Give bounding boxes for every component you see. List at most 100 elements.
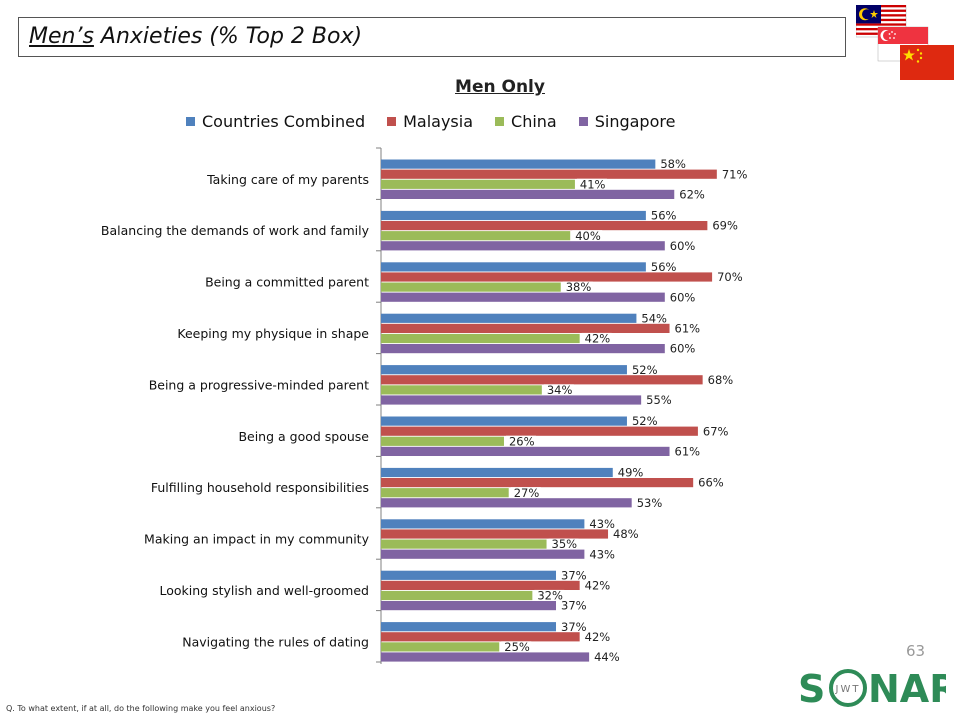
bar-singapore: [381, 446, 670, 456]
bar-singapore: [381, 549, 585, 559]
data-label: 52%: [632, 414, 658, 428]
data-label: 42%: [585, 332, 611, 346]
data-label: 69%: [712, 219, 738, 233]
data-label: 37%: [561, 599, 587, 613]
bar-china: [381, 333, 580, 344]
data-label: 54%: [641, 311, 667, 325]
legend-label-countries-combined: Countries Combined: [202, 111, 366, 131]
legend-item-singapore: Singapore: [578, 112, 675, 131]
data-label: 68%: [708, 373, 734, 387]
logo-text-nar: NAR: [868, 667, 946, 711]
data-label: 70%: [717, 270, 743, 284]
data-label: 61%: [675, 322, 701, 336]
bar-china: [381, 590, 533, 601]
bar-singapore: [381, 395, 642, 405]
data-label-bg: [671, 322, 702, 334]
bar-china: [381, 436, 504, 446]
legend-swatch-countries-combined: [186, 116, 195, 126]
data-label-bg: [718, 168, 749, 180]
bar-china: [381, 179, 575, 189]
data-label-bg: [558, 569, 589, 581]
footnote: Q. To what extent, if at all, do the fol…: [6, 704, 276, 713]
data-label: 44%: [594, 650, 620, 664]
data-label: 71%: [722, 167, 748, 181]
data-label-bg: [510, 487, 541, 499]
data-label-bg: [638, 312, 669, 324]
legend-swatch-singapore: [578, 116, 588, 126]
category-label: Looking stylish and well-groomed: [159, 583, 369, 598]
bar-countries-combined: [381, 159, 656, 169]
data-label-bg: [558, 621, 589, 633]
data-label-bg: [586, 518, 617, 530]
legend-label-china: China: [511, 111, 557, 131]
chart-legend: Countries Combined Malaysia China Singap…: [186, 110, 697, 132]
data-label: 42%: [585, 630, 611, 644]
data-label: 38%: [566, 280, 592, 294]
bar-china: [381, 231, 571, 241]
bar-singapore: [381, 241, 665, 251]
data-label-bg: [558, 600, 589, 612]
data-label-bg: [581, 332, 612, 345]
data-label: 58%: [660, 157, 686, 171]
logo-text-jwt: JWT: [835, 684, 861, 695]
data-label-bg: [562, 281, 593, 293]
data-label: 41%: [580, 177, 606, 191]
data-label-bg: [643, 394, 674, 406]
data-label-bg: [581, 631, 612, 643]
data-label: 60%: [670, 342, 696, 356]
category-label: Keeping my physique in shape: [177, 326, 369, 341]
category-label: Being a progressive-minded parent: [149, 377, 369, 392]
bar-countries-combined: [381, 210, 646, 221]
data-label: 53%: [637, 496, 663, 510]
bar-malaysia: [381, 221, 708, 231]
data-label-bg: [505, 435, 536, 447]
bar-malaysia: [381, 426, 698, 436]
bar-countries-combined: [381, 313, 637, 323]
bar-china: [381, 282, 561, 292]
data-label: 60%: [670, 290, 696, 304]
bar-malaysia: [381, 375, 703, 385]
data-label-bg: [714, 271, 745, 283]
data-label-bg: [572, 230, 603, 242]
bar-singapore: [381, 498, 632, 508]
page-number: 63: [906, 642, 926, 660]
bar-countries-combined: [381, 467, 613, 478]
data-label-bg: [543, 384, 574, 396]
data-label-bg: [657, 158, 688, 170]
data-label: 48%: [613, 527, 639, 541]
data-label: 49%: [618, 466, 644, 480]
title-box: Men’s Anxieties (% Top 2 Box): [18, 17, 846, 57]
data-label: 66%: [698, 476, 724, 490]
data-label-bg: [586, 548, 617, 560]
category-label: Balancing the demands of work and family: [101, 223, 370, 238]
data-label-bg: [576, 178, 607, 190]
category-label: Making an impact in my community: [144, 532, 370, 547]
data-label-bg: [534, 589, 565, 602]
bar-malaysia: [381, 529, 609, 539]
data-label-bg: [647, 261, 678, 273]
data-label: 43%: [589, 547, 615, 561]
category-label: Being a committed parent: [205, 275, 369, 290]
data-label: 60%: [670, 239, 696, 253]
data-label-bg: [704, 374, 735, 386]
data-label-bg: [628, 364, 659, 376]
data-label: 56%: [651, 209, 677, 223]
bar-singapore: [381, 344, 665, 354]
bar-china: [381, 539, 547, 549]
bar-malaysia: [381, 580, 580, 590]
category-label: Taking care of my parents: [206, 172, 369, 187]
legend-item-malaysia: Malaysia: [387, 112, 473, 131]
bar-china: [381, 385, 542, 395]
data-label-bg: [581, 579, 612, 591]
logo-text-s: S: [798, 667, 825, 711]
data-label-bg: [647, 209, 678, 222]
bar-malaysia: [381, 323, 670, 333]
bar-chart: Taking care of my parents 58% 71% 41% 62% Bal…: [101, 147, 749, 664]
data-label-bg: [633, 497, 664, 509]
bar-singapore: [381, 601, 557, 611]
page-title: Men’s Anxieties (% Top 2 Box): [29, 24, 362, 49]
country-flags: [856, 5, 954, 80]
data-label: 52%: [632, 363, 658, 377]
data-label-bg: [610, 528, 641, 540]
data-label: 34%: [547, 383, 573, 397]
